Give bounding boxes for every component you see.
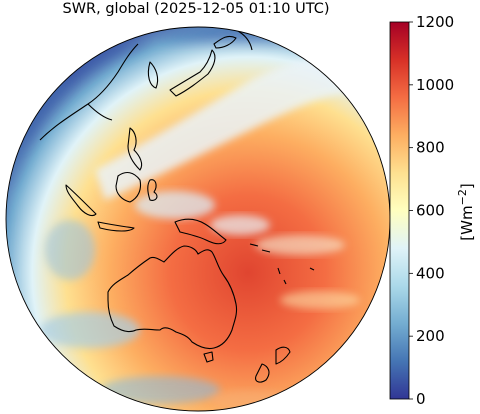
coastline-new-guinea [174, 218, 227, 245]
colorbar-label-main: [Wm [458, 205, 476, 240]
coastline-tasmania [203, 351, 214, 363]
colorbar-tick-label: 800 [416, 139, 445, 157]
coastline-new-zealand [255, 346, 291, 383]
globe-disk [6, 27, 390, 411]
coastline-australia [107, 245, 238, 350]
coastline-japan [169, 35, 237, 97]
coastline-borneo [115, 171, 142, 203]
colorbar-label-close: ] [458, 183, 476, 189]
colorbar-ticks: 0 200 400 600 800 1000 1200 [409, 13, 454, 408]
colorbar-tick-label: 0 [416, 390, 426, 408]
colorbar-tick-label: 200 [416, 327, 445, 345]
colorbar-tick-label: 1000 [416, 76, 454, 94]
colorbar-label: [Wm−2] [456, 183, 476, 240]
coastline-vanuatu [277, 267, 287, 285]
colorbar-gradient [389, 21, 410, 400]
coastlines [39, 29, 315, 383]
coastline-sumatra [65, 184, 97, 217]
globe-map [5, 26, 391, 412]
coastline-philippines [127, 127, 143, 171]
coastline-fiji [309, 267, 315, 271]
colorbar-tick-label: 400 [416, 264, 445, 282]
coastline-sulawesi [147, 179, 158, 201]
colorbar-tick-label: 600 [416, 202, 445, 220]
coastline-korea [147, 61, 159, 89]
colorbar-tick-label: 1200 [416, 13, 454, 31]
map-title: SWR, global (2025-12-05 01:10 UTC) [62, 1, 330, 17]
colorbar-label-exponent: −2 [456, 189, 469, 205]
coastline-solomon [249, 243, 271, 253]
coastline-java [97, 221, 135, 232]
coastline-china [39, 43, 139, 141]
